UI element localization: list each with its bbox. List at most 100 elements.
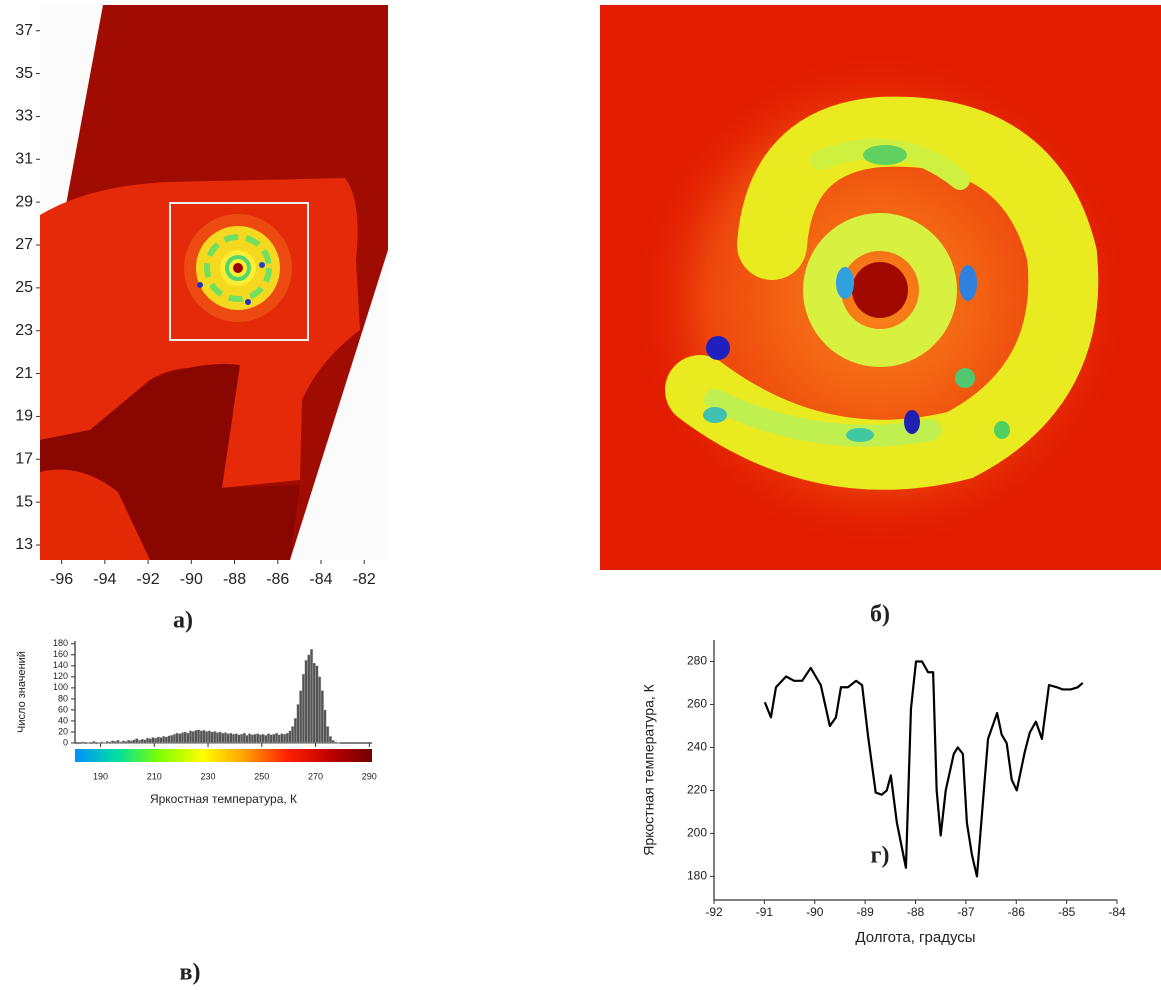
y-tick-label: 20 — [58, 726, 68, 736]
histogram-bar — [285, 732, 289, 744]
histogram-bar — [156, 736, 160, 744]
histogram-bar — [326, 726, 330, 744]
histogram-bar — [210, 731, 214, 744]
x-tick-label: -84 — [309, 571, 332, 588]
histogram-bar — [328, 736, 332, 744]
y-tick-label: 33 — [15, 108, 33, 125]
x-tick-label: 270 — [308, 771, 323, 781]
y-axis-label: Яркостная температура, К — [641, 683, 657, 855]
histogram-bar — [100, 741, 104, 744]
satellite-image — [40, 5, 388, 560]
histogram-bar — [275, 732, 279, 744]
y-tick-label: 60 — [58, 704, 68, 714]
histogram-bar — [159, 737, 163, 744]
histogram-bar — [218, 731, 222, 744]
histogram-bar — [253, 733, 257, 744]
histogram-bar — [86, 742, 90, 744]
histogram-bar — [261, 733, 265, 744]
histogram-bar — [309, 649, 314, 744]
histogram-bar — [258, 734, 263, 744]
x-tick-label: -96 — [50, 571, 73, 588]
x-tick-label: -91 — [756, 905, 774, 919]
panel-caption: а) — [173, 608, 193, 634]
x-tick-label: -87 — [957, 905, 975, 919]
histogram-bar — [293, 717, 297, 744]
colorbar — [75, 749, 372, 762]
histogram-bar — [221, 732, 225, 744]
histogram-bar — [215, 732, 219, 744]
histogram-bar — [97, 742, 101, 744]
x-tick-label: -82 — [353, 571, 376, 588]
zoomed-image — [600, 5, 1161, 570]
histogram-bar — [318, 676, 322, 744]
histogram-bar — [140, 738, 144, 744]
y-tick-label: 19 — [15, 408, 33, 425]
histogram-bar — [148, 738, 152, 744]
histogram-bar — [283, 733, 287, 744]
histogram-bar — [124, 741, 128, 744]
histogram-bar — [266, 733, 271, 744]
histogram-bar — [256, 733, 260, 744]
y-tick-label: 180 — [53, 638, 68, 648]
histogram-bar — [240, 733, 244, 744]
histogram-bar — [167, 735, 171, 744]
y-tick-label: 27 — [15, 236, 33, 253]
histogram-bar — [92, 741, 96, 744]
histogram-bar — [146, 737, 150, 744]
x-tick-label: -92 — [705, 905, 723, 919]
y-tick-label: 0 — [63, 737, 68, 747]
y-tick-label: 17 — [15, 451, 33, 468]
x-tick-label: -86 — [266, 571, 289, 588]
y-tick-label: 25 — [15, 279, 33, 296]
histogram-bar — [248, 733, 252, 744]
x-tick-label: -88 — [223, 571, 246, 588]
x-tick-label: -84 — [1108, 905, 1126, 919]
histogram-bar — [213, 731, 217, 744]
y-tick-label: 23 — [15, 322, 33, 339]
histogram-bar — [81, 741, 85, 744]
x-tick-label: -94 — [93, 571, 116, 588]
y-tick-label: 15 — [15, 493, 33, 510]
histogram-bar — [194, 730, 198, 744]
panel-caption: б) — [870, 602, 890, 628]
y-tick-label: 120 — [53, 671, 68, 681]
histogram-bar — [202, 730, 206, 744]
histogram-bar — [111, 740, 115, 744]
histogram-bar — [307, 654, 311, 744]
histogram-bar — [105, 741, 109, 744]
histogram-bar — [108, 741, 112, 744]
y-tick-label: 240 — [687, 740, 707, 754]
histogram-bar — [296, 704, 300, 744]
histogram-bar — [288, 730, 292, 744]
x-tick-label: 290 — [362, 771, 377, 781]
x-tick-label: -92 — [137, 571, 160, 588]
y-tick-label: 37 — [15, 22, 33, 39]
histogram-bar — [121, 740, 125, 744]
x-tick-label: 190 — [93, 771, 108, 781]
histogram-bar — [245, 735, 249, 744]
histogram-bar — [229, 732, 233, 744]
histogram-bar — [116, 740, 120, 744]
histogram-bar — [223, 732, 228, 744]
y-tick-label: 80 — [58, 693, 68, 703]
histogram-bar — [299, 690, 303, 744]
x-tick-label: -90 — [180, 571, 203, 588]
histogram-bar — [242, 732, 246, 744]
histogram-bar — [237, 734, 241, 744]
y-tick-label: 29 — [15, 193, 33, 210]
x-axis-label: Долгота, градусы — [855, 929, 975, 946]
histogram-bar — [272, 733, 276, 744]
y-tick-label: 180 — [687, 869, 707, 883]
histogram-bar — [264, 735, 268, 744]
x-tick-label: 250 — [254, 771, 269, 781]
histogram-bar — [234, 733, 238, 744]
histogram-bar — [191, 731, 195, 744]
histogram-bar — [205, 731, 209, 744]
y-tick-label: 40 — [58, 715, 68, 725]
histogram-bar — [186, 732, 190, 744]
histogram-bar — [189, 730, 193, 744]
histogram-bar — [180, 732, 185, 744]
histogram-bar — [301, 673, 306, 744]
histogram-bar — [137, 740, 142, 744]
